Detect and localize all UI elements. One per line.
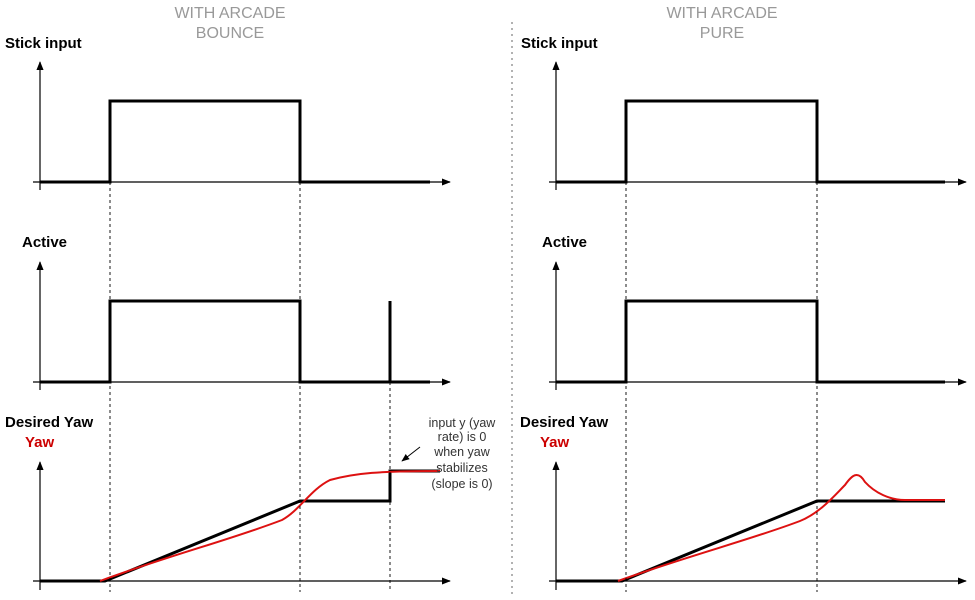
left-yaw-label: Yaw [25, 434, 55, 451]
left-stick-input-signal [40, 99, 430, 184]
right-panel-title-line2: PURE [700, 25, 744, 42]
left-annotation-line1: input y (yaw [429, 416, 497, 430]
right-desired-yaw-label: Desired Yaw [520, 414, 608, 431]
left-annotation-line3: when yaw [433, 445, 491, 459]
left-active-label: Active [22, 234, 67, 251]
right-desired-yaw-signal [556, 499, 945, 583]
left-panel-title-line1: WITH ARCADE [174, 5, 285, 22]
right-stick-input-signal [556, 99, 945, 184]
right-active-label: Active [542, 234, 587, 251]
right-panel: WITH ARCADE PURE Stick input Active Desi… [520, 5, 967, 592]
right-stick-input-label: Stick input [521, 35, 598, 52]
left-annotation-line5: (slope is 0) [431, 477, 492, 491]
left-stick-input-label: Stick input [5, 35, 82, 52]
right-active-signal [556, 299, 945, 384]
left-actual-yaw-curve [99, 470, 441, 582]
left-annotation-callout-arrow [401, 446, 421, 462]
left-active-signal [40, 299, 430, 384]
left-panel-title-line2: BOUNCE [196, 25, 264, 42]
right-yaw-label: Yaw [540, 434, 570, 451]
left-panel: WITH ARCADE BOUNCE Stick input Active De… [5, 5, 496, 592]
right-actual-yaw-curve [617, 474, 945, 582]
left-annotation-line4: stabilizes [436, 461, 487, 475]
left-annotation-line2: rate) is 0 [438, 430, 487, 444]
right-panel-title-line1: WITH ARCADE [666, 5, 777, 22]
left-desired-yaw-label: Desired Yaw [5, 414, 93, 431]
left-desired-yaw-signal [40, 469, 440, 583]
